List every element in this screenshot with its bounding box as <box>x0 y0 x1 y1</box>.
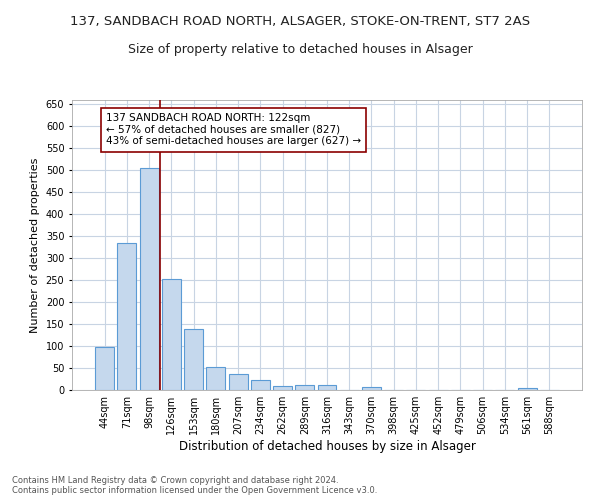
Bar <box>273 386 292 390</box>
Text: Contains HM Land Registry data © Crown copyright and database right 2024.
Contai: Contains HM Land Registry data © Crown c… <box>12 476 377 495</box>
Bar <box>295 385 314 390</box>
Bar <box>317 385 337 390</box>
Bar <box>518 388 536 390</box>
Bar <box>229 374 248 390</box>
Bar <box>140 168 158 390</box>
Bar <box>162 279 181 390</box>
Bar <box>251 380 270 390</box>
Text: 137 SANDBACH ROAD NORTH: 122sqm
← 57% of detached houses are smaller (827)
43% o: 137 SANDBACH ROAD NORTH: 122sqm ← 57% of… <box>106 113 361 146</box>
Bar <box>95 348 114 390</box>
Y-axis label: Number of detached properties: Number of detached properties <box>30 158 40 332</box>
Text: 137, SANDBACH ROAD NORTH, ALSAGER, STOKE-ON-TRENT, ST7 2AS: 137, SANDBACH ROAD NORTH, ALSAGER, STOKE… <box>70 15 530 28</box>
Bar <box>206 366 225 390</box>
Bar <box>184 330 203 390</box>
Bar <box>118 243 136 390</box>
X-axis label: Distribution of detached houses by size in Alsager: Distribution of detached houses by size … <box>179 440 475 453</box>
Bar <box>362 388 381 390</box>
Text: Size of property relative to detached houses in Alsager: Size of property relative to detached ho… <box>128 42 472 56</box>
